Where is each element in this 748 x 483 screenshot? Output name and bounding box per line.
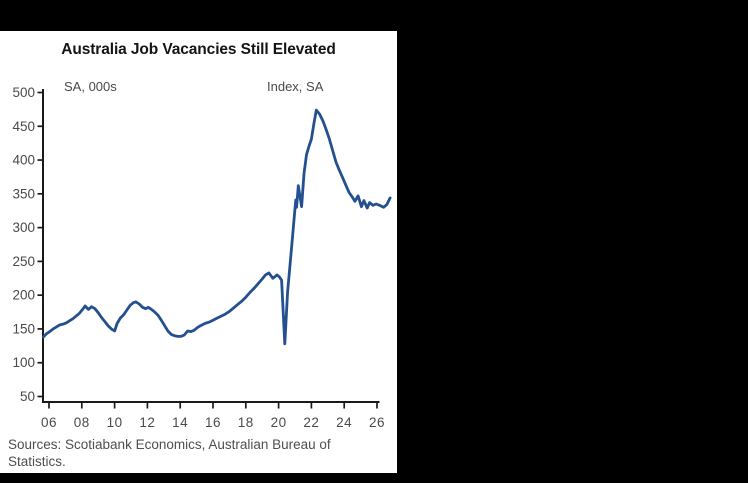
x-tick-label: 18 [238, 415, 254, 430]
x-tick-label: 26 [369, 415, 385, 430]
y-tick-label: 50 [20, 389, 35, 404]
x-tick-label: 16 [205, 415, 221, 430]
x-tick-label: 22 [303, 415, 319, 430]
x-tick-label: 10 [107, 415, 123, 430]
bottom-black-bar [0, 473, 748, 483]
y-axis: 50 100 150 200 250 300 350 400 450 500 [12, 85, 44, 404]
x-axis: 06 08 10 12 14 16 18 20 22 24 26 [41, 401, 385, 430]
x-tick-label: 06 [41, 415, 57, 430]
top-black-bar [0, 0, 748, 31]
vacancies-data-line [41, 108, 392, 346]
y-tick-label: 150 [12, 321, 35, 336]
x-tick-label: 08 [74, 415, 90, 430]
y-tick-label: 500 [12, 85, 35, 100]
x-tick-label: 20 [271, 415, 287, 430]
chart-canvas [0, 31, 397, 473]
y-tick-label: 100 [12, 355, 35, 370]
right-axis-unit-label: Index, SA [267, 79, 324, 94]
y-tick-label: 300 [12, 220, 35, 235]
x-tick-label: 14 [172, 415, 188, 430]
x-tick-label: 12 [139, 415, 155, 430]
y-tick-label: 350 [12, 186, 35, 201]
x-tick-label: 24 [336, 415, 352, 430]
y-tick-label: 450 [12, 119, 35, 134]
y-tick-label: 250 [12, 254, 35, 269]
chart-title: Australia Job Vacancies Still Elevated [61, 41, 336, 58]
right-black-panel [397, 31, 748, 483]
y-tick-label: 200 [12, 288, 35, 303]
left-axis-unit-label: SA, 000s [64, 79, 117, 94]
y-tick-label: 400 [12, 153, 35, 168]
source-note: Sources: Scotiabank Economics, Australia… [8, 437, 331, 469]
vacancies-line-chart: 50 100 150 200 250 300 350 400 450 500 06 08 10 12 14 1… [12, 85, 392, 430]
